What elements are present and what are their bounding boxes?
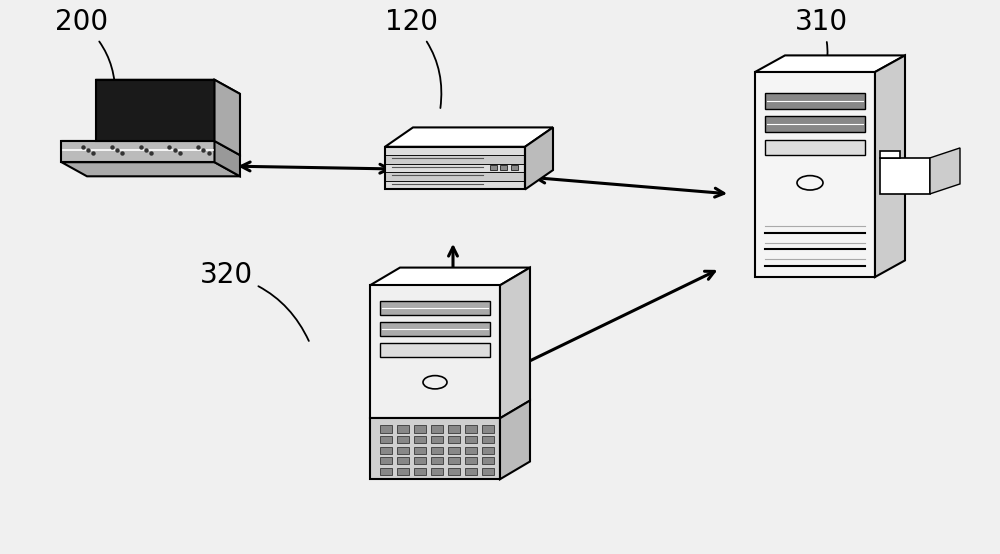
Polygon shape <box>880 151 900 158</box>
Bar <box>465 468 477 475</box>
Bar <box>448 436 460 443</box>
Polygon shape <box>765 93 865 109</box>
Polygon shape <box>930 148 960 194</box>
Bar <box>465 457 477 464</box>
Polygon shape <box>500 401 530 479</box>
Polygon shape <box>380 322 490 336</box>
Bar <box>414 436 426 443</box>
Bar <box>380 436 392 443</box>
Bar <box>431 425 443 433</box>
Polygon shape <box>880 158 930 194</box>
Bar <box>414 457 426 464</box>
Polygon shape <box>96 80 240 94</box>
Polygon shape <box>61 141 214 162</box>
Polygon shape <box>61 162 240 176</box>
Bar <box>397 447 409 454</box>
Bar <box>448 468 460 475</box>
Polygon shape <box>214 141 240 176</box>
Text: 320: 320 <box>200 260 309 341</box>
Polygon shape <box>385 164 525 172</box>
Bar <box>397 457 409 464</box>
Text: 310: 310 <box>795 8 848 92</box>
Bar <box>431 468 443 475</box>
Polygon shape <box>370 285 500 418</box>
Polygon shape <box>61 141 240 155</box>
Bar <box>482 425 494 433</box>
Bar <box>380 425 392 433</box>
Polygon shape <box>385 147 525 155</box>
Bar <box>431 436 443 443</box>
Bar <box>380 447 392 454</box>
Polygon shape <box>370 418 500 479</box>
Polygon shape <box>380 343 490 357</box>
Bar <box>414 468 426 475</box>
Polygon shape <box>500 268 530 418</box>
Bar <box>482 468 494 475</box>
Text: 200: 200 <box>55 8 115 97</box>
Bar <box>380 457 392 464</box>
Bar <box>431 457 443 464</box>
Bar <box>397 468 409 475</box>
Bar <box>465 447 477 454</box>
Bar <box>448 457 460 464</box>
Bar <box>448 425 460 433</box>
Polygon shape <box>385 155 525 164</box>
Bar <box>500 166 507 170</box>
Polygon shape <box>765 140 865 155</box>
Polygon shape <box>765 116 865 132</box>
Bar <box>465 425 477 433</box>
Bar <box>414 425 426 433</box>
Polygon shape <box>96 80 214 141</box>
Bar <box>490 166 497 170</box>
Polygon shape <box>875 55 905 277</box>
Polygon shape <box>525 127 553 189</box>
Polygon shape <box>385 172 525 181</box>
Bar <box>482 447 494 454</box>
Polygon shape <box>755 72 875 277</box>
Bar <box>397 425 409 433</box>
Text: 120: 120 <box>385 8 441 108</box>
Bar <box>482 457 494 464</box>
Bar <box>448 447 460 454</box>
Bar <box>380 468 392 475</box>
Polygon shape <box>214 80 240 155</box>
Polygon shape <box>370 268 530 285</box>
Bar <box>511 166 518 170</box>
Bar <box>465 436 477 443</box>
Bar <box>397 436 409 443</box>
Bar <box>482 436 494 443</box>
Bar <box>414 447 426 454</box>
Polygon shape <box>755 55 905 72</box>
Polygon shape <box>385 127 553 147</box>
Bar <box>431 447 443 454</box>
Polygon shape <box>380 301 490 315</box>
Polygon shape <box>385 181 525 189</box>
